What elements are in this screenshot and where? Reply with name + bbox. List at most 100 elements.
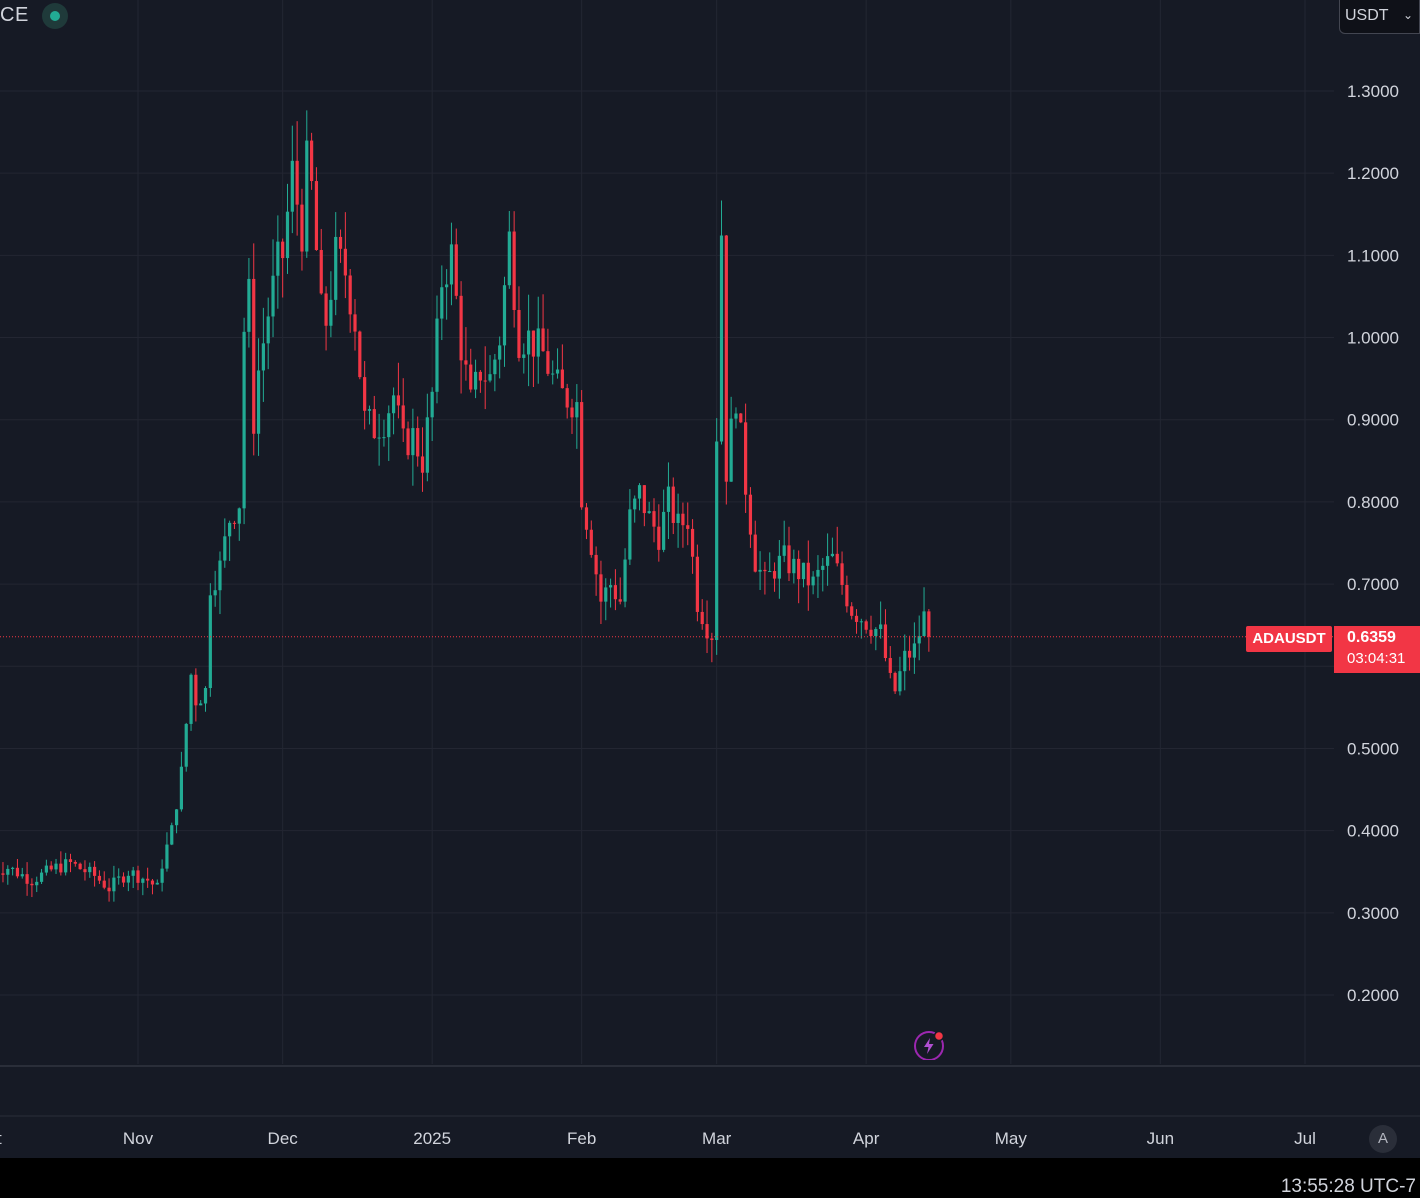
candle-body	[35, 881, 39, 886]
lightning-icon[interactable]	[914, 1030, 944, 1060]
y-tick-label: 0.9000	[1347, 411, 1399, 430]
candle-body	[430, 391, 434, 418]
candle-body	[498, 345, 502, 360]
candle-body	[613, 585, 618, 600]
candle-body	[150, 880, 155, 885]
candle-body	[358, 331, 362, 378]
candle-body	[310, 140, 314, 182]
candle-body	[589, 529, 593, 555]
candle-body	[715, 441, 719, 641]
candle-body	[546, 351, 550, 374]
candle-body	[343, 248, 347, 276]
candle-body	[845, 584, 849, 607]
candle-body	[319, 249, 323, 294]
candle-body	[551, 373, 555, 375]
candle-body	[445, 284, 449, 288]
candle-body	[811, 576, 815, 586]
candle-body	[768, 571, 772, 573]
y-tick-label: 1.3000	[1347, 82, 1399, 101]
candle-body	[363, 377, 367, 411]
symbol-title[interactable]: CE	[0, 4, 29, 26]
time-axis[interactable]: Oct Nov Dec 2025 Feb Mar Apr May Jun Jul	[0, 1129, 1316, 1148]
candle-body	[223, 536, 227, 561]
candle-body	[314, 181, 319, 250]
candle-body	[869, 629, 873, 637]
candle-body	[734, 413, 738, 419]
candle-body	[179, 766, 184, 810]
candle-body	[155, 882, 159, 885]
candle-body	[252, 278, 256, 434]
candle-body	[102, 880, 106, 888]
candle-body	[647, 511, 651, 514]
candle-body	[879, 624, 883, 630]
currency-select[interactable]: USDT ⌄	[1339, 0, 1420, 34]
candle-body	[575, 402, 579, 418]
candle-body	[353, 314, 357, 332]
candle-body	[6, 868, 10, 875]
candle-body	[666, 486, 671, 512]
x-tick-label: Feb	[567, 1129, 596, 1148]
candle-body	[44, 865, 48, 873]
y-tick-label: 0.2000	[1347, 986, 1399, 1005]
candle-body	[449, 244, 454, 285]
candle-body	[922, 611, 926, 637]
candle-body	[599, 574, 603, 602]
candle-body	[391, 395, 396, 414]
candle-body	[618, 599, 622, 602]
timezone-clock[interactable]: 13:55:28 UTC-7	[1280, 1176, 1416, 1197]
y-tick-label: 1.0000	[1347, 329, 1399, 348]
candle-body	[917, 636, 921, 644]
candle-body	[121, 876, 126, 883]
price-axis[interactable]: 0.20000.30000.40000.50000.60000.70000.80…	[1347, 82, 1399, 1005]
chevron-down-icon: ⌄	[1402, 8, 1413, 22]
candle-body	[199, 703, 203, 706]
candle-body	[686, 525, 690, 529]
candle-body	[883, 624, 888, 659]
candle-body	[787, 545, 791, 574]
candle-body	[633, 498, 637, 510]
candle-body	[83, 869, 87, 873]
candle-body	[854, 615, 859, 622]
candle-body	[11, 867, 15, 869]
market-status-icon[interactable]	[42, 3, 68, 29]
candle-body	[763, 569, 767, 572]
candle-body	[305, 140, 309, 252]
x-tick-label: Jul	[1294, 1129, 1316, 1148]
last-price: 0.6359	[1347, 629, 1396, 646]
candle-body	[888, 658, 892, 673]
candle-body	[59, 863, 63, 873]
candle-body	[256, 370, 261, 434]
candle-body	[637, 485, 642, 499]
candle-body	[276, 241, 280, 276]
candle-body	[141, 878, 145, 883]
candle-body	[903, 650, 907, 672]
candle-body	[464, 360, 468, 365]
candle-body	[570, 407, 574, 418]
candle-body	[724, 235, 728, 482]
candle-body	[367, 409, 372, 411]
candle-body	[705, 624, 709, 639]
candle-body	[64, 859, 68, 873]
candle-body	[806, 562, 810, 586]
bar-countdown: 03:04:31	[1347, 650, 1406, 667]
candle-body	[300, 204, 304, 252]
candle-body	[54, 863, 58, 870]
candle-body	[49, 865, 53, 870]
candle-body	[719, 235, 724, 442]
candle-body	[334, 236, 338, 300]
candle-body	[710, 638, 714, 641]
candle-body	[772, 571, 777, 579]
x-tick-label: Apr	[853, 1129, 880, 1148]
auto-scale-button[interactable]: A	[1369, 1125, 1397, 1153]
x-tick-label: Nov	[123, 1129, 154, 1148]
candle-body	[1, 873, 5, 875]
candle-body	[290, 160, 294, 212]
candle-body	[777, 555, 781, 579]
candle-body	[68, 859, 73, 862]
candle-body	[30, 883, 34, 886]
candle-body	[112, 877, 116, 892]
candle-body	[174, 809, 179, 826]
candle-body	[97, 875, 102, 881]
candle-body	[136, 870, 140, 883]
